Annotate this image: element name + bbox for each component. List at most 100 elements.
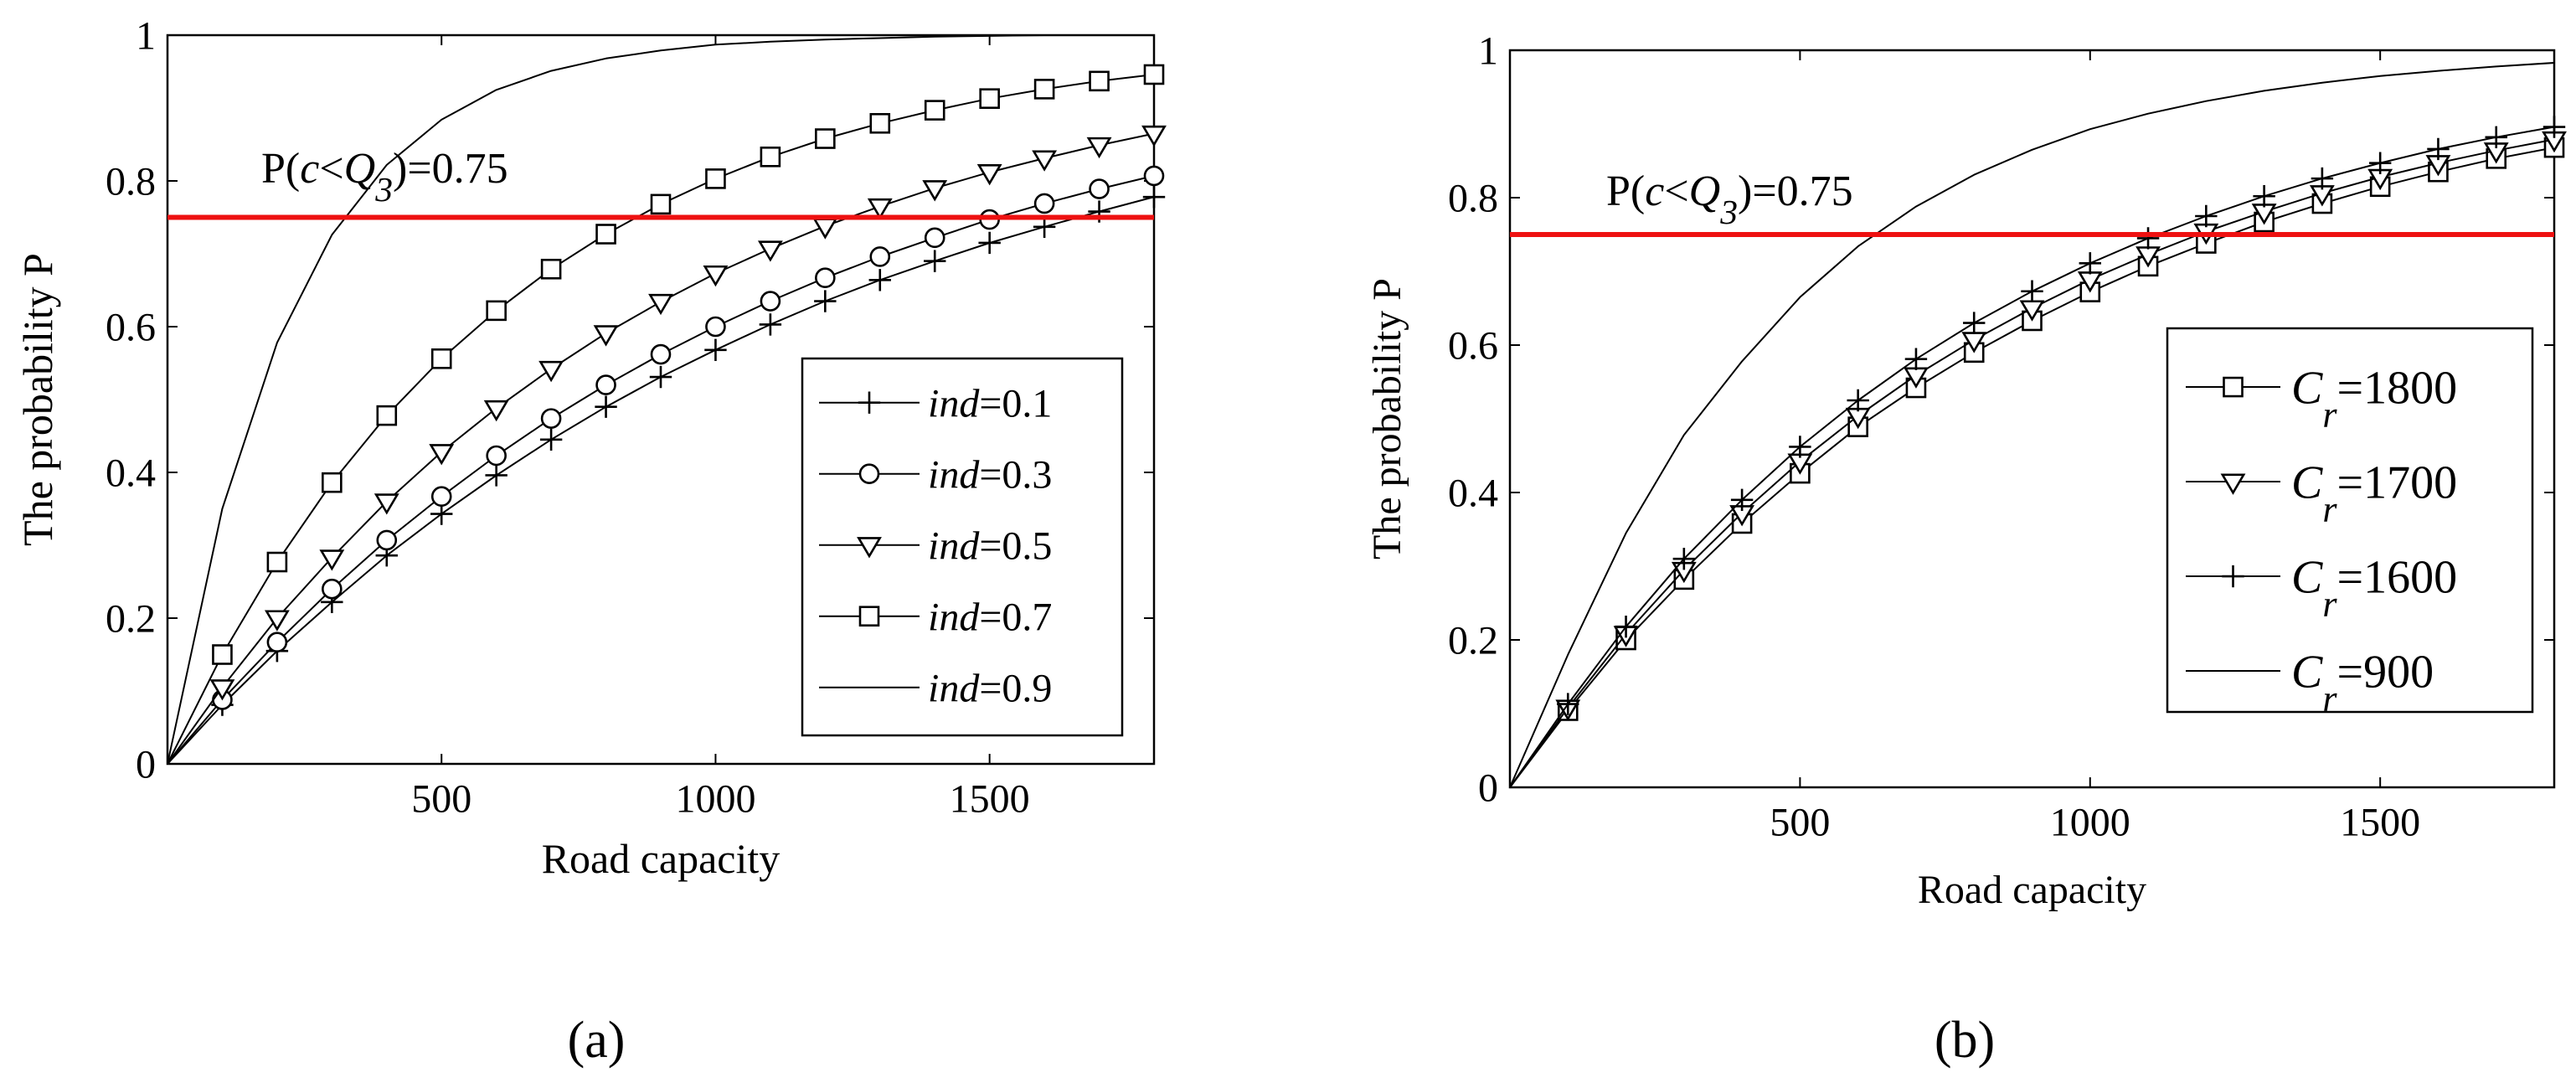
legend: Cr=1800 Cr=1700 Cr=1600 Cr=900 (2166, 327, 2534, 719)
data-point (322, 578, 343, 600)
data-point (1142, 185, 1166, 209)
y-tick-label: 1 (1478, 28, 1498, 73)
y-axis-label: The probability P (1365, 278, 1409, 560)
data-point (1033, 79, 1055, 100)
data-point (1615, 615, 1637, 638)
data-point (1033, 193, 1055, 214)
legend-label: Cr=1800 (2291, 363, 2457, 436)
data-point (2368, 152, 2392, 174)
x-tick-label: 500 (1770, 801, 1830, 845)
legend-item: Cr=1700 (2186, 457, 2457, 530)
data-point (867, 198, 893, 220)
data-point (538, 360, 564, 383)
legend-marker (858, 391, 881, 414)
data-point (1141, 125, 1167, 147)
legend-label: ind=0.9 (928, 667, 1052, 711)
y-tick-label: 0.4 (1448, 471, 1498, 515)
data-point (924, 227, 945, 249)
y-tick-label: 0.6 (106, 305, 156, 349)
legend-item: Cr=900 (2186, 647, 2434, 719)
data-point (1143, 165, 1165, 187)
data-point (705, 316, 726, 338)
data-point (814, 290, 837, 312)
data-point (2543, 116, 2566, 138)
data-point (759, 313, 782, 336)
data-point (815, 128, 836, 149)
data-point (868, 269, 891, 291)
data-point (650, 343, 672, 365)
data-point (319, 549, 345, 571)
legend-item: ind=0.5 (819, 524, 1052, 569)
series-line (1509, 62, 2555, 788)
data-point (1789, 436, 1811, 458)
legend-item: ind=0.7 (819, 596, 1052, 640)
x-tick-label: 1500 (2340, 801, 2420, 845)
data-point (1904, 348, 1928, 370)
panel-label: (a) (568, 1012, 626, 1069)
data-point (486, 300, 507, 322)
legend-item: Cr=1800 (2186, 363, 2457, 436)
data-point (2253, 185, 2275, 208)
y-tick-label: 0.8 (106, 159, 156, 204)
data-point (485, 464, 507, 487)
data-point (429, 444, 455, 466)
data-point (1089, 178, 1110, 199)
data-point (760, 146, 781, 168)
data-point (539, 428, 563, 451)
plot-frame (166, 34, 1156, 766)
data-point (2079, 252, 2101, 275)
legend-label: ind=0.3 (928, 453, 1052, 498)
legend-box (801, 357, 1124, 737)
data-point (595, 395, 617, 418)
data-point (595, 224, 616, 245)
data-point (1086, 137, 1112, 159)
data-point (595, 374, 616, 395)
data-point (924, 250, 946, 272)
legend-item: ind=0.9 (819, 667, 1052, 711)
data-point (705, 168, 726, 189)
data-point (540, 258, 562, 280)
data-point (924, 100, 945, 121)
series-3 (1509, 62, 2555, 788)
series-2 (1509, 116, 2566, 788)
data-point (1557, 693, 1579, 715)
x-tick-label: 1000 (675, 777, 755, 822)
legend-marker (2220, 473, 2246, 495)
data-point (266, 632, 288, 653)
data-point (2427, 137, 2450, 161)
data-point (815, 267, 836, 289)
data-point (1847, 389, 1869, 412)
data-point (869, 246, 891, 267)
legend: ind=0.1 ind=0.3 ind=0.5 ind=0.7 ind=0.9 (801, 357, 1124, 737)
data-point (2136, 227, 2160, 250)
data-point (540, 408, 562, 429)
data-point (483, 400, 509, 422)
legend-label: ind=0.5 (928, 524, 1052, 569)
reference-line-label: P(c<Q3)=0.75 (261, 145, 508, 209)
legend-label: ind=0.1 (928, 382, 1052, 426)
data-point (1089, 70, 1110, 92)
x-axis-label: Road capacity (542, 835, 781, 882)
data-point (757, 240, 783, 262)
series-3 (167, 64, 1165, 765)
data-point (1143, 64, 1165, 85)
data-point (2021, 280, 2043, 302)
data-point (2195, 204, 2218, 228)
data-point (869, 112, 891, 134)
data-point (648, 293, 673, 316)
data-point (976, 164, 1002, 186)
y-tick-label: 1 (136, 13, 156, 58)
y-tick-label: 0.6 (1448, 323, 1498, 368)
data-point (703, 265, 729, 287)
panel-label: (b) (1935, 1012, 1995, 1069)
legend-item: ind=0.3 (819, 453, 1052, 498)
y-tick-label: 0.2 (106, 596, 156, 641)
y-tick-label: 0 (1478, 766, 1498, 810)
data-point (1963, 312, 1986, 334)
data-point (2485, 126, 2507, 149)
series-4 (167, 34, 1154, 765)
data-point (212, 644, 233, 665)
y-tick-label: 0.8 (1448, 176, 1498, 220)
